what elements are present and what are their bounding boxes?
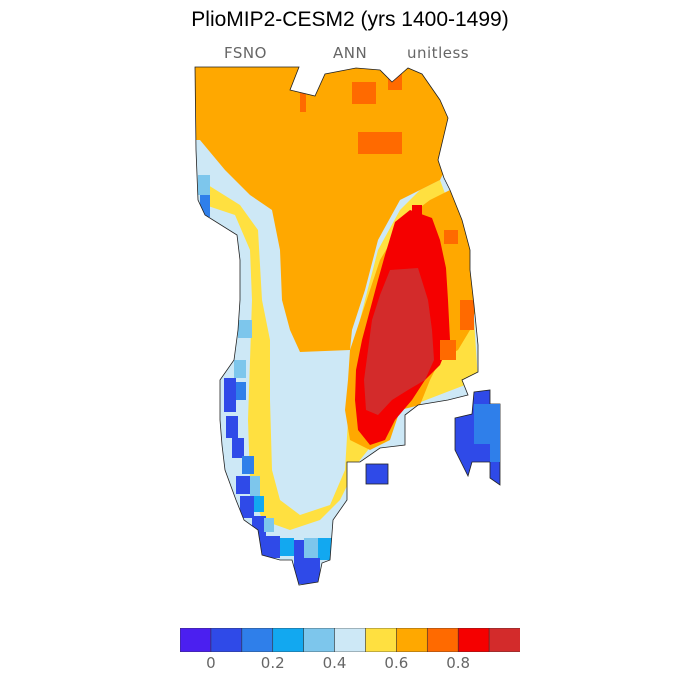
variable-label: FSNO	[224, 44, 267, 62]
colorbar-swatch	[210, 628, 243, 652]
land-shading	[195, 67, 478, 585]
colorbar-swatch	[272, 628, 305, 652]
island-cell	[365, 463, 389, 485]
colorbar-swatch	[303, 628, 336, 652]
colorbar-swatch	[457, 628, 490, 652]
colorbar-tick-label: 0.8	[446, 654, 471, 672]
greenland-coastline	[194, 66, 479, 586]
colorbar-tick-label: 0	[206, 654, 216, 672]
colorbar-swatch	[396, 628, 428, 652]
dark-red-core	[364, 268, 434, 415]
colorbar-swatch	[365, 628, 397, 652]
colorbar-swatch	[180, 628, 212, 652]
colorbar-swatch	[426, 628, 459, 652]
colorbar-swatch	[241, 628, 274, 652]
colorbar-swatch	[488, 628, 520, 652]
colorbar-tick-label: 0.2	[260, 654, 285, 672]
colorbar	[180, 628, 520, 652]
colorbar-swatch	[334, 628, 367, 652]
colorbar-tick-label: 0.4	[322, 654, 347, 672]
season-label: ANN	[333, 44, 368, 62]
units-label: unitless	[407, 44, 470, 62]
colorbar-tick-label: 0.6	[384, 654, 409, 672]
iceland-fragment	[454, 389, 501, 486]
plot-title: PlioMIP2-CESM2 (yrs 1400-1499)	[191, 8, 509, 31]
